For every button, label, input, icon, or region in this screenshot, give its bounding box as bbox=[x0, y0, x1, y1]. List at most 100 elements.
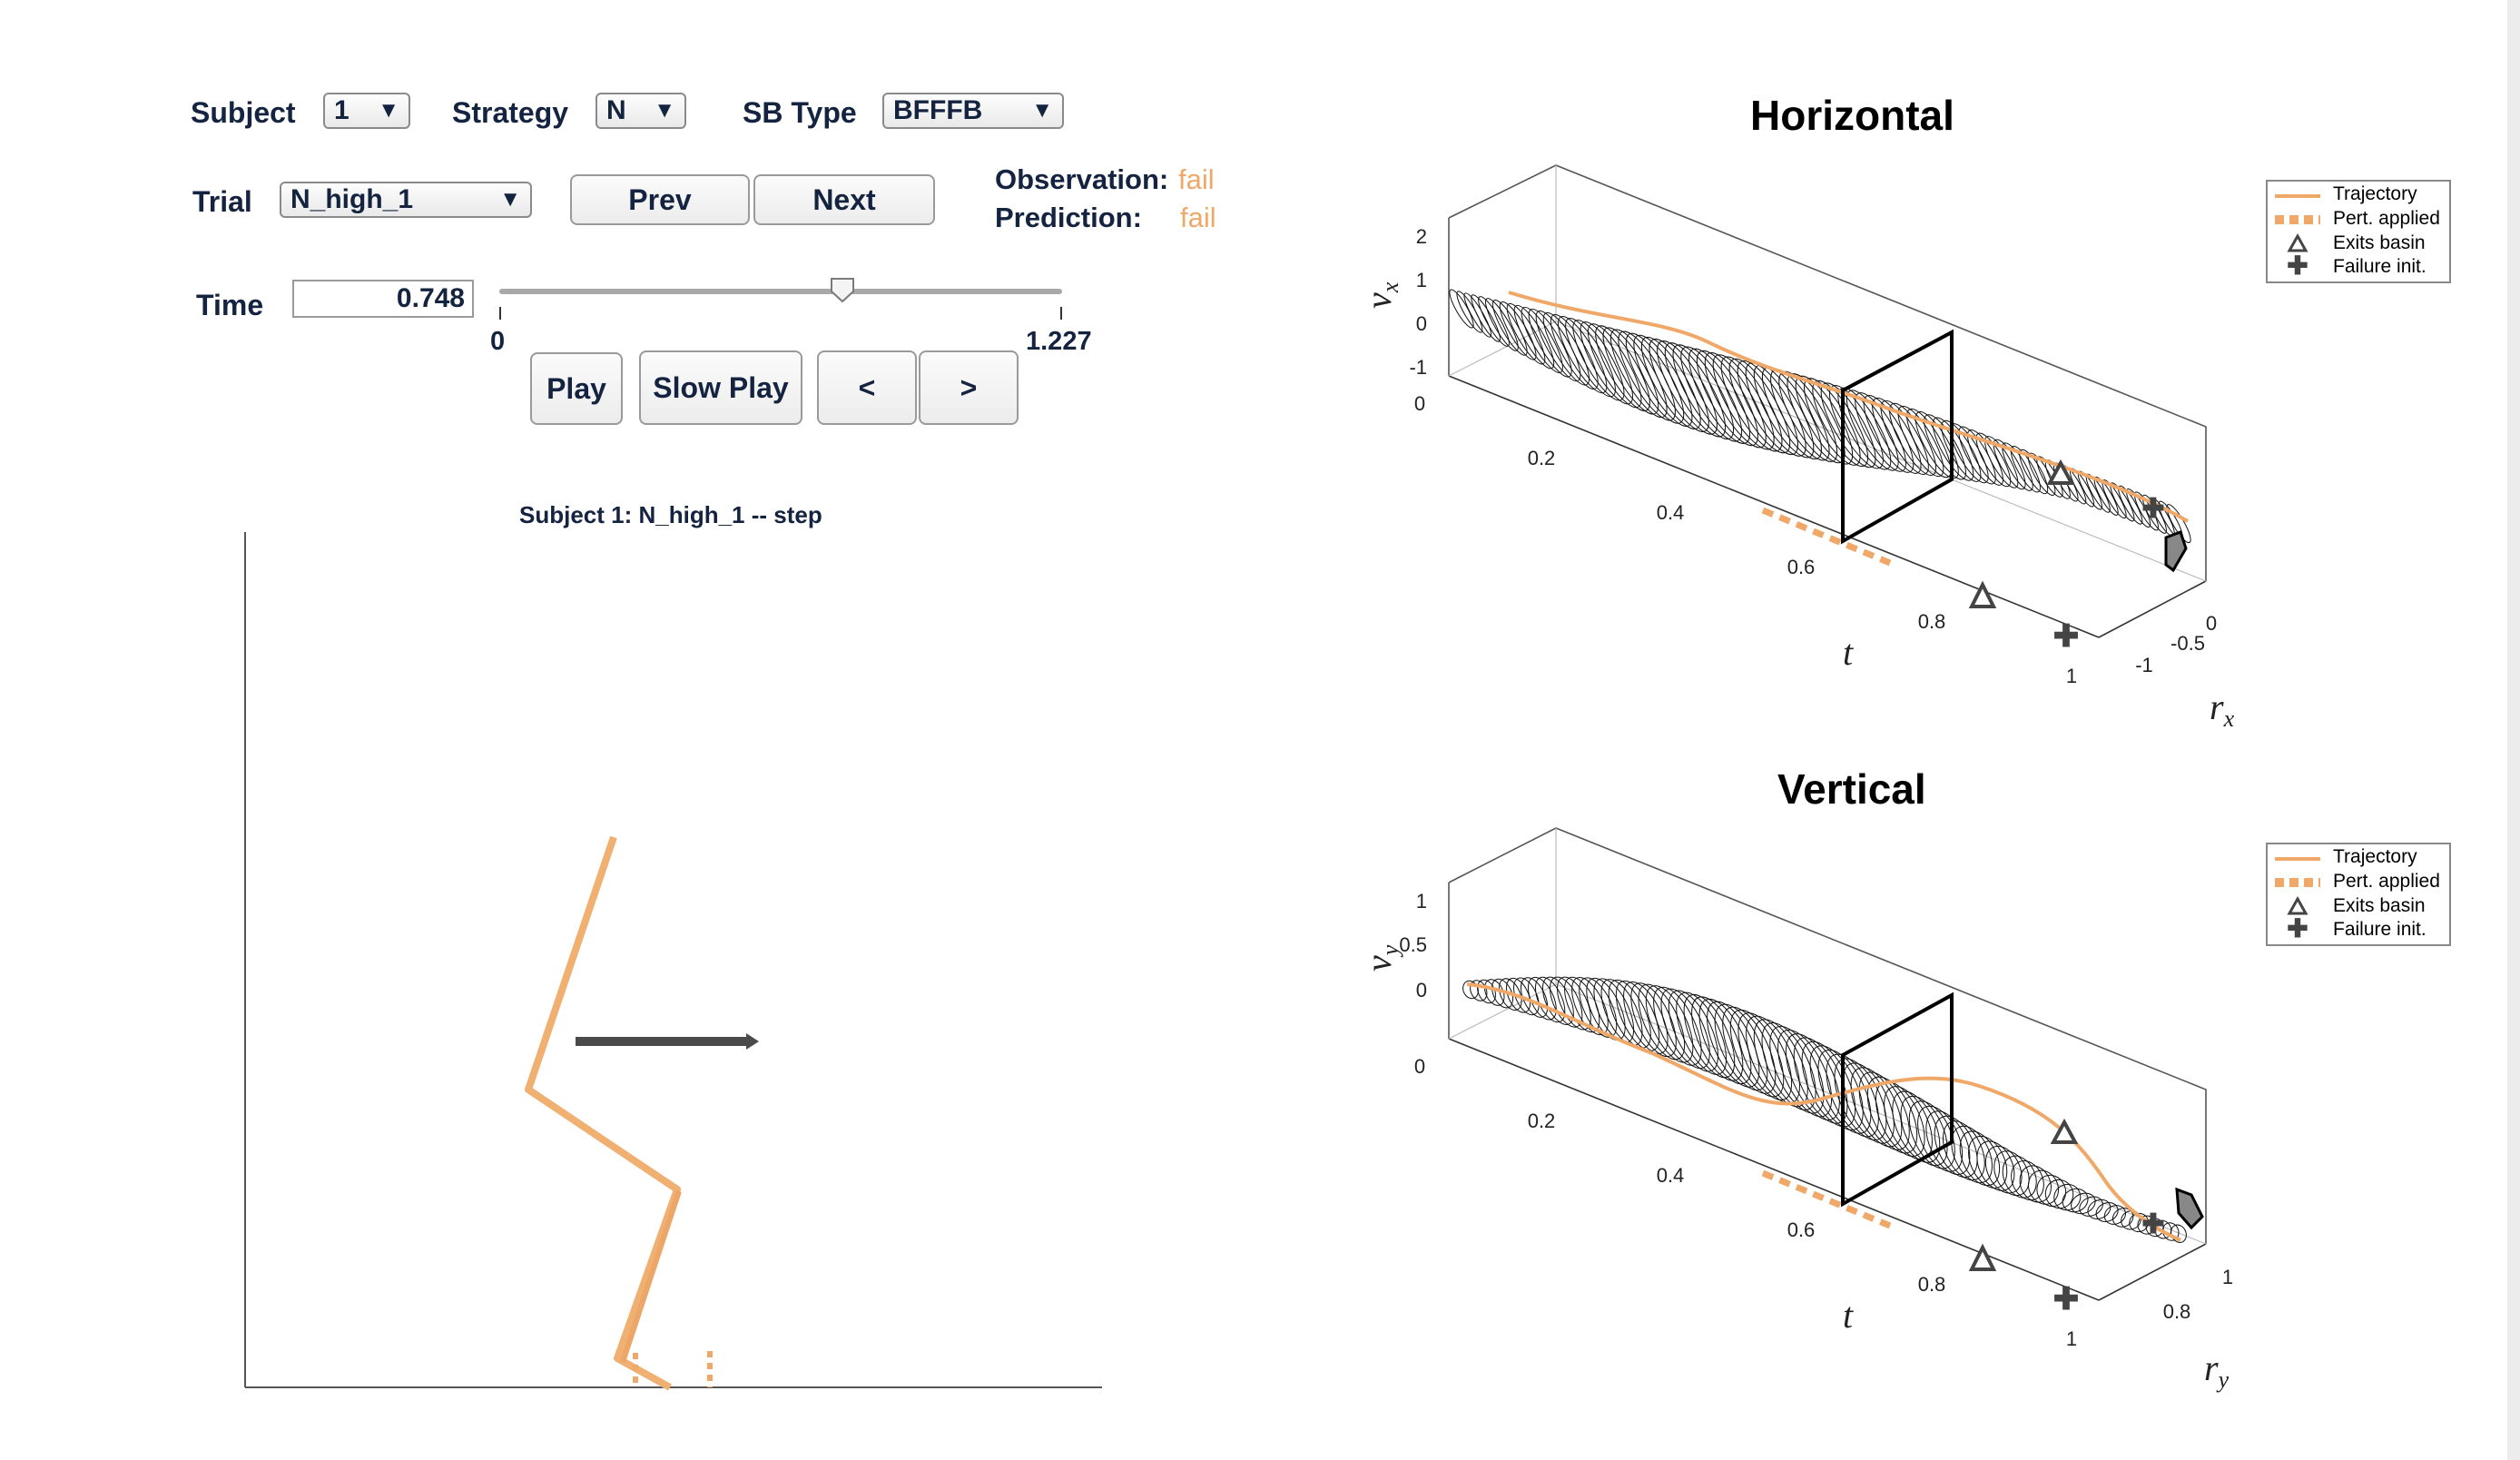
vertical-pert-marker bbox=[1761, 1169, 1892, 1229]
time-field[interactable]: 0.748 bbox=[292, 280, 474, 318]
legend-exits-basin: Exits basin bbox=[2333, 232, 2426, 253]
chevron-down-icon: ▼ bbox=[1031, 98, 1053, 123]
tube-cross-section bbox=[1975, 432, 2012, 488]
svg-text:0.8: 0.8 bbox=[1918, 610, 1946, 633]
tube-cross-section bbox=[2027, 1169, 2060, 1205]
svg-text:-1: -1 bbox=[1409, 356, 1427, 379]
legend-trajectory: Trajectory bbox=[2333, 846, 2417, 867]
tube-cross-section bbox=[1542, 312, 1590, 386]
vertical-t-axis-label: t bbox=[1843, 1295, 1854, 1336]
tube-cross-section bbox=[2133, 491, 2160, 531]
tube-cross-section bbox=[2071, 1192, 2096, 1215]
vertical-basin-tube bbox=[1462, 976, 2187, 1243]
tube-cross-section bbox=[1785, 1033, 1840, 1121]
svg-text:0: 0 bbox=[1416, 979, 1427, 1001]
svg-text:0: 0 bbox=[2206, 612, 2217, 635]
tube-cross-section bbox=[1618, 330, 1676, 421]
tube-cross-section bbox=[1958, 426, 1996, 485]
slow-play-button[interactable]: Slow Play bbox=[639, 350, 802, 425]
vertical-failure-marker: ✚ bbox=[2141, 1209, 2164, 1239]
tube-cross-section bbox=[1720, 356, 1783, 452]
tube-cross-section bbox=[1664, 342, 1726, 438]
svg-text:-1: -1 bbox=[2135, 654, 2153, 676]
tube-cross-section bbox=[1714, 1003, 1768, 1091]
chevron-down-icon: ▼ bbox=[499, 187, 521, 212]
svg-text:0.8: 0.8 bbox=[2163, 1300, 2191, 1323]
tube-cross-section bbox=[1623, 982, 1669, 1054]
tube-cross-section bbox=[1993, 439, 2026, 490]
window-edge bbox=[2507, 0, 2520, 1460]
svg-text:0: 0 bbox=[1416, 312, 1427, 335]
tube-cross-section bbox=[2118, 485, 2143, 525]
horizontal-t-axis-label: t bbox=[1843, 632, 1854, 673]
horizontal-failure-marker: ✚ bbox=[2141, 494, 2164, 524]
tube-cross-section bbox=[1704, 352, 1767, 449]
horizontal-r-axis-label: rx bbox=[2210, 686, 2235, 732]
tube-cross-section bbox=[1753, 364, 1815, 459]
prediction-value: fail bbox=[1180, 202, 1216, 233]
tube-cross-section bbox=[1478, 296, 1510, 347]
tube-cross-section bbox=[2019, 1165, 2052, 1203]
tube-cross-section bbox=[1900, 1095, 1948, 1167]
time-slider[interactable] bbox=[497, 272, 1064, 327]
tube-cross-section bbox=[1943, 1120, 1985, 1181]
tube-cross-section bbox=[2137, 1215, 2157, 1235]
svg-text:1: 1 bbox=[2066, 665, 2077, 687]
next-button[interactable]: Next bbox=[753, 174, 935, 225]
sb-type-value: BFFFB bbox=[893, 95, 983, 125]
strategy-dropdown[interactable]: N ▼ bbox=[596, 93, 686, 129]
step-forward-button[interactable]: > bbox=[919, 350, 1019, 425]
subject-value: 1 bbox=[334, 95, 349, 125]
tube-cross-section bbox=[1959, 1130, 2001, 1187]
tube-cross-section bbox=[1908, 1100, 1955, 1169]
tube-cross-section bbox=[1691, 996, 1744, 1081]
tube-cross-section bbox=[2053, 1183, 2082, 1211]
tube-cross-section bbox=[1707, 1001, 1760, 1088]
slider-track bbox=[499, 289, 1062, 294]
tube-cross-section bbox=[1528, 308, 1572, 378]
horizontal-failure-marker-axis: ✚ bbox=[2053, 619, 2080, 654]
prev-button[interactable]: Prev bbox=[570, 174, 750, 225]
trial-value: N_high_1 bbox=[290, 184, 414, 214]
svg-text:0.2: 0.2 bbox=[1528, 447, 1556, 469]
horizontal-pert-marker bbox=[1761, 507, 1892, 567]
tube-cross-section bbox=[1966, 429, 2003, 486]
tube-cross-section bbox=[1638, 983, 1686, 1060]
sb-type-dropdown[interactable]: BFFFB ▼ bbox=[882, 93, 1064, 129]
tube-cross-section bbox=[1633, 334, 1693, 427]
tube-cross-section bbox=[1932, 417, 1974, 481]
tube-cross-section bbox=[1729, 1009, 1785, 1098]
svg-text:0.2: 0.2 bbox=[1528, 1110, 1556, 1132]
tube-cross-section bbox=[1737, 1012, 1793, 1100]
tube-cross-section bbox=[1609, 329, 1668, 419]
slider-thumb[interactable] bbox=[829, 276, 856, 303]
tube-cross-section bbox=[1580, 321, 1633, 405]
tube-cross-section bbox=[1521, 306, 1563, 373]
tube-cross-section bbox=[1565, 318, 1616, 398]
step-back-button[interactable]: < bbox=[817, 350, 917, 425]
tube-cross-section bbox=[1587, 323, 1642, 409]
horizontal-3d-plot: ✚ ✚ 2 1 0 -1 0 0.2 0.4 0.6 0.8 1 0 -0.5 … bbox=[1358, 164, 2235, 732]
svg-text:0: 0 bbox=[1414, 392, 1425, 415]
observation-label: Observation: bbox=[995, 163, 1169, 195]
tube-cross-section bbox=[2002, 1155, 2037, 1199]
legend-failure-init: Failure init. bbox=[2333, 919, 2426, 940]
tube-cross-section bbox=[1549, 976, 1583, 1028]
tube-cross-section bbox=[2153, 1219, 2172, 1239]
vertical-time-plane bbox=[1841, 991, 1954, 1208]
tube-cross-section bbox=[2027, 452, 2056, 496]
vertical-title: Vertical bbox=[1777, 765, 1926, 813]
vertical-end-cap bbox=[2175, 1187, 2204, 1230]
stick-figure-leg bbox=[620, 1190, 682, 1363]
tube-cross-section bbox=[1769, 1025, 1825, 1114]
tube-cross-section bbox=[2145, 1218, 2164, 1238]
svg-text:0.6: 0.6 bbox=[1787, 1218, 1816, 1241]
trial-label: Trial bbox=[192, 185, 252, 218]
subject-label: Subject bbox=[191, 96, 296, 129]
vertical-v-axis-label: vy bbox=[1358, 944, 1403, 972]
vertical-exit-marker-axis bbox=[1968, 1243, 1997, 1271]
play-button[interactable]: Play bbox=[530, 352, 623, 425]
subject-dropdown[interactable]: 1 ▼ bbox=[323, 93, 410, 129]
tube-cross-section bbox=[1676, 991, 1728, 1075]
trial-dropdown[interactable]: N_high_1 ▼ bbox=[280, 182, 532, 218]
